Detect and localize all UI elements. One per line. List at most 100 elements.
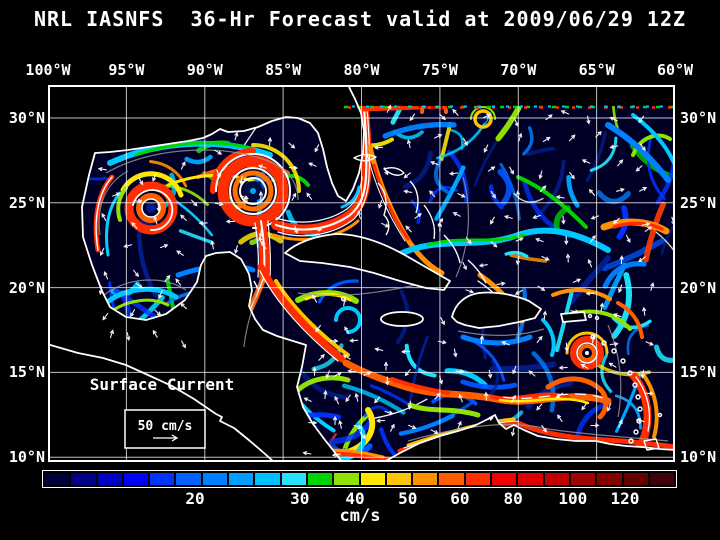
velocity-arrow	[345, 394, 351, 403]
velocity-arrow	[465, 289, 475, 294]
colorbar-cell	[176, 473, 201, 485]
velocity-arrow	[164, 274, 171, 283]
velocity-arrow	[135, 282, 144, 289]
velocity-arrow	[516, 190, 521, 200]
current-streak	[382, 121, 457, 139]
velocity-arrow	[518, 132, 523, 142]
current-streak	[184, 154, 213, 165]
velocity-arrow	[214, 149, 223, 155]
velocity-arrow	[606, 403, 612, 412]
colorbar	[42, 470, 677, 488]
velocity-arrow	[452, 108, 459, 116]
velocity-arrow	[152, 173, 157, 182]
velocity-arrow	[354, 392, 359, 402]
current-streak	[568, 255, 611, 305]
velocity-arrow	[334, 395, 339, 405]
velocity-arrow	[457, 420, 462, 430]
colorbar-cell	[123, 473, 149, 485]
velocity-arrow	[154, 309, 162, 316]
velocity-arrow	[401, 349, 411, 354]
velocity-arrow	[642, 306, 647, 316]
colorbar-cell	[597, 473, 622, 485]
velocity-arrow	[234, 131, 239, 141]
velocity-arrow	[635, 165, 643, 172]
velocity-arrow	[312, 366, 317, 376]
velocity-arrow	[333, 372, 342, 377]
velocity-arrow	[430, 429, 439, 434]
lat-label: 20°N	[8, 278, 45, 297]
velocity-arrow	[535, 237, 544, 243]
velocity-arrow	[555, 195, 565, 200]
colorbar-cell	[334, 473, 359, 485]
map-legend: Surface Current 50 cm/s	[90, 375, 234, 449]
velocity-arrow	[408, 424, 417, 430]
velocity-arrow	[501, 341, 510, 346]
current-streak	[402, 150, 433, 190]
current-streak	[473, 136, 501, 187]
velocity-arrow	[314, 144, 320, 153]
velocity-arrow	[536, 335, 543, 344]
colorbar-tick-label: 20	[185, 489, 205, 508]
current-streak	[300, 370, 349, 400]
lat-label: 30°N	[680, 109, 717, 127]
velocity-arrow	[645, 341, 654, 346]
velocity-arrow	[514, 289, 523, 295]
velocity-arrow	[581, 402, 588, 411]
velocity-arrow	[558, 365, 568, 370]
velocity-arrow	[403, 172, 411, 179]
velocity-arrow	[638, 256, 646, 263]
colorbar-tick-label: 60	[450, 489, 470, 508]
colorbar-cell	[307, 473, 333, 485]
velocity-arrow	[488, 369, 493, 379]
colorbar-tick-label: 120	[610, 489, 640, 508]
velocity-arrow	[650, 282, 655, 291]
velocity-arrow	[102, 313, 109, 321]
colorbar-cell	[150, 473, 175, 485]
velocity-arrow	[569, 171, 575, 180]
velocity-arrow	[555, 392, 564, 399]
velocity-arrow	[288, 165, 299, 170]
velocity-arrow	[214, 202, 224, 207]
velocity-arrow	[484, 416, 494, 421]
velocity-arrow	[462, 137, 468, 146]
current-streak	[178, 229, 214, 245]
velocity-arrow	[542, 136, 551, 143]
lon-label: 65°W	[578, 61, 615, 79]
velocity-arrow	[406, 139, 411, 149]
velocity-arrow	[490, 216, 495, 225]
velocity-arrow	[453, 348, 458, 358]
current-streak	[653, 344, 675, 363]
lesser-antilles-islands	[253, 280, 663, 451]
velocity-arrow	[306, 192, 313, 200]
velocity-arrow	[557, 414, 563, 422]
velocity-arrow	[133, 198, 143, 204]
major-currents	[93, 98, 675, 462]
velocity-arrow	[191, 199, 198, 207]
velocity-arrow	[288, 142, 296, 149]
velocity-arrow	[180, 302, 187, 310]
current-streak	[497, 168, 513, 206]
current-direction-arrows	[97, 104, 675, 457]
velocity-arrow	[644, 391, 654, 396]
velocity-arrow	[198, 221, 208, 226]
lat-label: 15°N	[8, 363, 45, 382]
velocity-arrow	[457, 193, 466, 198]
colorbar-cell	[281, 473, 306, 485]
current-streak	[601, 238, 665, 272]
scale-arrow-icon	[153, 434, 179, 442]
velocity-arrow	[374, 347, 384, 352]
velocity-arrow	[261, 241, 267, 250]
velocity-arrow	[609, 116, 618, 122]
bathymetry-contours	[98, 149, 669, 442]
lon-label: 85°W	[265, 61, 302, 79]
velocity-arrow	[258, 228, 263, 238]
colorbar-cell	[413, 473, 438, 485]
colorbar-cell	[202, 473, 228, 485]
velocity-arrow	[644, 226, 653, 233]
lon-label: 75°W	[421, 61, 458, 79]
velocity-arrow	[405, 225, 412, 233]
velocity-arrow	[329, 338, 339, 344]
velocity-arrow	[138, 177, 144, 186]
model-boundary-strip	[344, 105, 675, 109]
current-streak	[341, 383, 406, 415]
